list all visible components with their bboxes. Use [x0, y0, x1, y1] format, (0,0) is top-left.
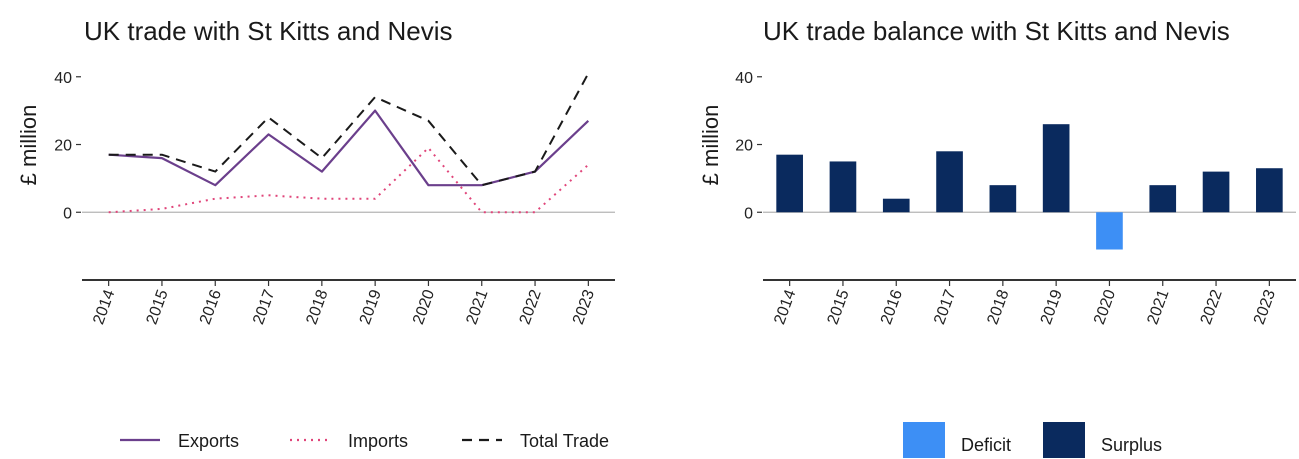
x-tick-label: 2015	[825, 287, 853, 326]
x-tick-label: 2022	[1198, 287, 1226, 326]
x-tick-label: 2016	[878, 287, 906, 326]
bar-2021	[1149, 185, 1177, 213]
legend-key-deficit	[903, 422, 945, 458]
x-tick-label: 2014	[90, 287, 118, 326]
bar-2018	[989, 185, 1017, 213]
series-line-imports	[108, 146, 589, 214]
bar-2019	[1042, 124, 1070, 213]
legend-label: Total Trade	[520, 431, 609, 451]
y-tick-label: 40	[54, 70, 72, 87]
y-tick-label: 0	[63, 205, 72, 222]
y-axis-label: £ million	[698, 105, 723, 186]
chart-title: UK trade with St Kitts and Nevis	[84, 16, 452, 46]
y-tick-label: 20	[54, 138, 72, 155]
x-tick-label: 2015	[144, 287, 172, 326]
bar-2023	[1256, 168, 1283, 213]
x-tick-label: 2014	[771, 287, 799, 326]
x-tick-label: 2020	[410, 287, 438, 326]
x-tick-label: 2021	[463, 287, 491, 326]
bar-2014	[776, 154, 803, 213]
bar-2015	[829, 161, 857, 213]
series-line-exports	[108, 109, 590, 187]
legend-label: Surplus	[1101, 435, 1162, 455]
x-tick-label: 2022	[517, 287, 545, 326]
legend-key-surplus	[1043, 422, 1085, 458]
chart-title: UK trade balance with St Kitts and Nevis	[763, 16, 1230, 46]
x-tick-label: 2016	[197, 287, 225, 326]
x-tick-label: 2023	[1251, 287, 1279, 326]
legend-label: Exports	[178, 431, 239, 451]
bar-2016	[882, 198, 910, 213]
bar-2017	[936, 151, 963, 213]
x-tick-label: 2023	[570, 287, 598, 326]
x-tick-label: 2017	[250, 287, 278, 326]
y-tick-label: 0	[744, 205, 753, 222]
x-tick-label: 2018	[303, 287, 331, 326]
x-tick-label: 2019	[1038, 287, 1066, 326]
x-tick-label: 2020	[1091, 287, 1119, 326]
x-tick-label: 2018	[984, 287, 1012, 326]
x-tick-label: 2021	[1144, 287, 1172, 326]
y-axis-label: £ million	[16, 105, 41, 186]
x-tick-label: 2017	[931, 287, 959, 326]
x-tick-label: 2019	[357, 287, 385, 326]
bar-2020	[1096, 212, 1123, 250]
legend-label: Imports	[348, 431, 408, 451]
y-tick-label: 40	[735, 70, 753, 87]
y-tick-label: 20	[735, 138, 753, 155]
bar-2022	[1202, 171, 1230, 213]
legend-label: Deficit	[961, 435, 1011, 455]
series-line-total-trade	[108, 72, 590, 187]
